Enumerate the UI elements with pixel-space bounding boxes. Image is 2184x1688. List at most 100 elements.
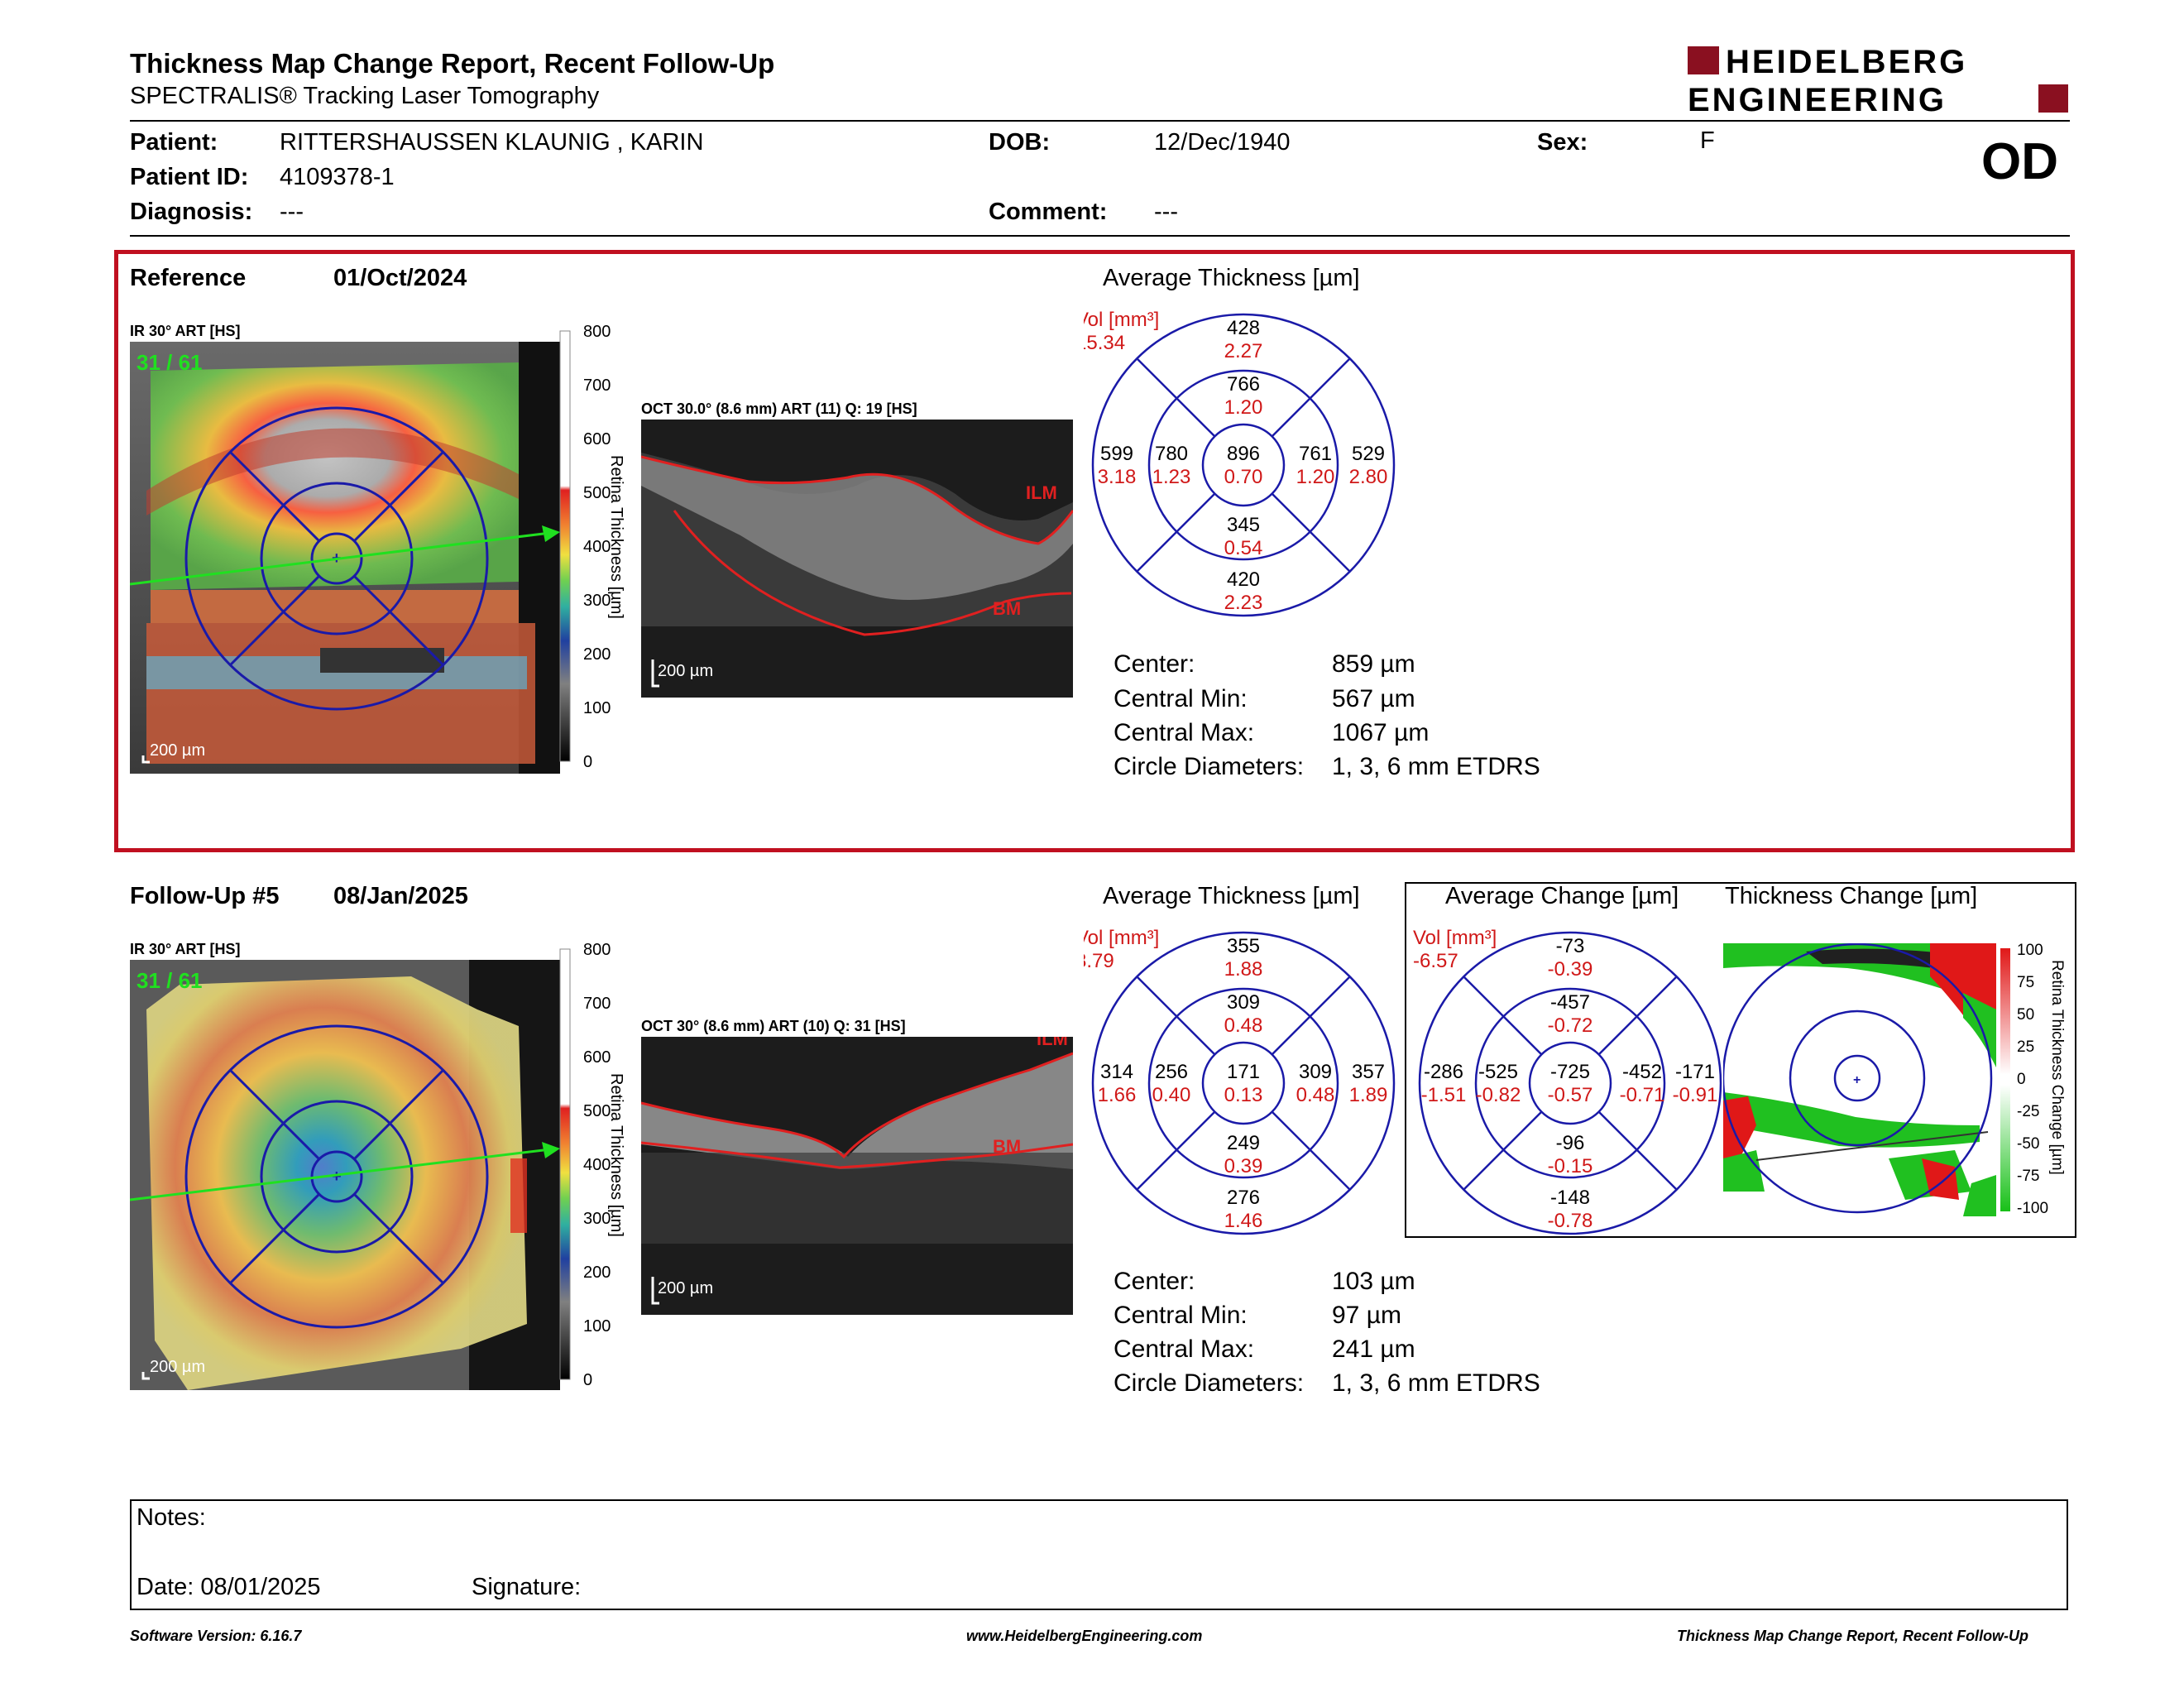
svg-text:-0.78: -0.78 [1548, 1210, 1593, 1232]
report-title: Thickness Map Change Report, Recent Foll… [130, 48, 775, 79]
svg-text:420: 420 [1227, 568, 1260, 591]
followup-center-label: Center: [1114, 1268, 1195, 1295]
svg-text:-0.82: -0.82 [1476, 1084, 1521, 1106]
svg-text:-0.15: -0.15 [1548, 1155, 1593, 1177]
followup-circle-label: Circle Diameters: [1114, 1369, 1305, 1397]
svg-text:-0.57: -0.57 [1548, 1084, 1593, 1106]
svg-text:314: 314 [1100, 1061, 1133, 1083]
svg-text:600: 600 [583, 1048, 611, 1067]
footer-website: www.HeidelbergEngineering.com [966, 1628, 1203, 1644]
svg-text:2.80: 2.80 [1349, 466, 1388, 488]
followup-date: 08/Jan/2025 [333, 883, 468, 909]
svg-text:-25: -25 [2017, 1103, 2039, 1120]
svg-text:500: 500 [583, 484, 611, 502]
svg-text:766: 766 [1227, 373, 1260, 396]
svg-text:+: + [332, 1168, 342, 1186]
followup-oct-scan: ILM BM 200 µm [641, 1037, 1073, 1315]
reference-frame [114, 250, 2075, 852]
svg-text:256: 256 [1155, 1061, 1188, 1083]
svg-text:1.20: 1.20 [1224, 396, 1263, 419]
reference-max-label: Central Max: [1114, 719, 1255, 746]
svg-text:171: 171 [1227, 1061, 1260, 1083]
svg-text:Vol [mm³]: Vol [mm³] [1084, 927, 1159, 949]
svg-text:599: 599 [1100, 443, 1133, 465]
reference-center-value: 859 µm [1332, 650, 1415, 678]
svg-text:-75: -75 [2017, 1168, 2039, 1185]
svg-text:896: 896 [1227, 443, 1260, 465]
svg-text:-452: -452 [1622, 1061, 1662, 1083]
reference-thickness-map: + 31 / 61 200 µm [130, 342, 560, 774]
diagnosis-value: --- [280, 199, 304, 225]
svg-text:100: 100 [583, 699, 611, 717]
svg-text:-457: -457 [1550, 991, 1590, 1014]
svg-text:Vol [mm³]: Vol [mm³] [1084, 309, 1159, 331]
followup-ir-label: IR 30° ART [HS] [130, 941, 241, 957]
change-avg-title: Average Change [µm] [1445, 883, 1679, 909]
reference-colorbar: 800 700 600 500 400 300 200 100 0 Retina… [559, 323, 625, 770]
footer-software-version: Software Version: 6.16.7 [130, 1628, 302, 1644]
change-thickness-title: Thickness Change [µm] [1725, 883, 1978, 909]
reference-oct-label: OCT 30.0° (8.6 mm) ART (11) Q: 19 [HS] [641, 400, 917, 417]
report-subtitle: SPECTRALIS® Tracking Laser Tomography [130, 83, 600, 109]
change-frame [1405, 882, 2076, 1238]
patient-id-label: Patient ID: [130, 164, 249, 190]
svg-text:-1.51: -1.51 [1421, 1084, 1467, 1106]
svg-text:BM: BM [993, 1136, 1021, 1157]
svg-text:355: 355 [1227, 935, 1260, 957]
svg-text:-286: -286 [1424, 1061, 1463, 1083]
reference-circle-label: Circle Diameters: [1114, 753, 1305, 780]
svg-text:HEIDELBERG: HEIDELBERG [1726, 44, 1967, 80]
reference-ir-label: IR 30° ART [HS] [130, 323, 241, 339]
svg-text:-50: -50 [2017, 1135, 2039, 1153]
reference-min-label: Central Min: [1114, 685, 1248, 712]
reference-max-value: 1067 µm [1332, 719, 1430, 746]
svg-text:1.88: 1.88 [1224, 958, 1263, 981]
svg-text:-6.57: -6.57 [1413, 950, 1458, 972]
comment-value: --- [1154, 199, 1178, 225]
comment-label: Comment: [989, 199, 1108, 225]
svg-text:0.54: 0.54 [1224, 537, 1263, 559]
followup-oct-label: OCT 30° (8.6 mm) ART (10) Q: 31 [HS] [641, 1018, 906, 1034]
svg-text:0.13: 0.13 [1224, 1084, 1263, 1106]
svg-text:300: 300 [583, 592, 611, 610]
svg-text:0.70: 0.70 [1224, 466, 1263, 488]
svg-text:15.34: 15.34 [1084, 332, 1125, 354]
svg-text:200 µm: 200 µm [150, 1358, 205, 1376]
notes-box[interactable] [130, 1499, 2068, 1610]
svg-text:300: 300 [583, 1210, 611, 1228]
svg-text:31 / 61: 31 / 61 [136, 968, 203, 993]
dob-value: 12/Dec/1940 [1154, 129, 1291, 156]
eye-indicator: OD [1981, 133, 2058, 190]
svg-text:700: 700 [583, 376, 611, 395]
svg-text:-171: -171 [1675, 1061, 1715, 1083]
svg-text:+: + [1853, 1073, 1861, 1087]
reference-date: 01/Oct/2024 [333, 265, 467, 291]
svg-text:8.79: 8.79 [1084, 950, 1114, 972]
svg-text:ILM: ILM [1037, 1037, 1068, 1049]
svg-text:100: 100 [2017, 943, 2043, 959]
followup-colorbar: 800 700 600 500 400 300 200 100 0 Retina… [559, 941, 625, 1388]
svg-text:1.46: 1.46 [1224, 1210, 1263, 1232]
svg-text:200: 200 [583, 1264, 611, 1282]
svg-text:-96: -96 [1556, 1132, 1585, 1154]
notes-signature-label: Signature: [472, 1574, 582, 1600]
svg-text:-148: -148 [1550, 1187, 1590, 1209]
svg-text:Vol [mm³]: Vol [mm³] [1413, 927, 1497, 949]
svg-text:800: 800 [583, 323, 611, 341]
svg-text:1.89: 1.89 [1349, 1084, 1388, 1106]
svg-text:ILM: ILM [1026, 482, 1057, 503]
svg-text:BM: BM [993, 598, 1021, 619]
svg-text:2.23: 2.23 [1224, 592, 1263, 614]
reference-label: Reference [130, 265, 247, 291]
svg-text:-725: -725 [1550, 1061, 1590, 1083]
svg-text:0: 0 [583, 1371, 592, 1388]
patient-name: RITTERSHAUSSEN KLAUNIG , KARIN [280, 129, 704, 156]
svg-text:Retina Thickness Change [µm]: Retina Thickness Change [µm] [2048, 960, 2066, 1175]
diagnosis-label: Diagnosis: [130, 199, 253, 225]
reference-center-label: Center: [1114, 650, 1195, 678]
followup-center-value: 103 µm [1332, 1268, 1415, 1295]
svg-text:0.39: 0.39 [1224, 1155, 1263, 1177]
change-etdrs-grid: Vol [mm³] -6.57 -73 -0.39 -457 -0.72 -28… [1413, 927, 1722, 1235]
svg-text:1.66: 1.66 [1098, 1084, 1137, 1106]
reference-etdrs-grid: Vol [mm³] 15.34 428 2.27 766 1.20 599 3.… [1084, 309, 1396, 617]
